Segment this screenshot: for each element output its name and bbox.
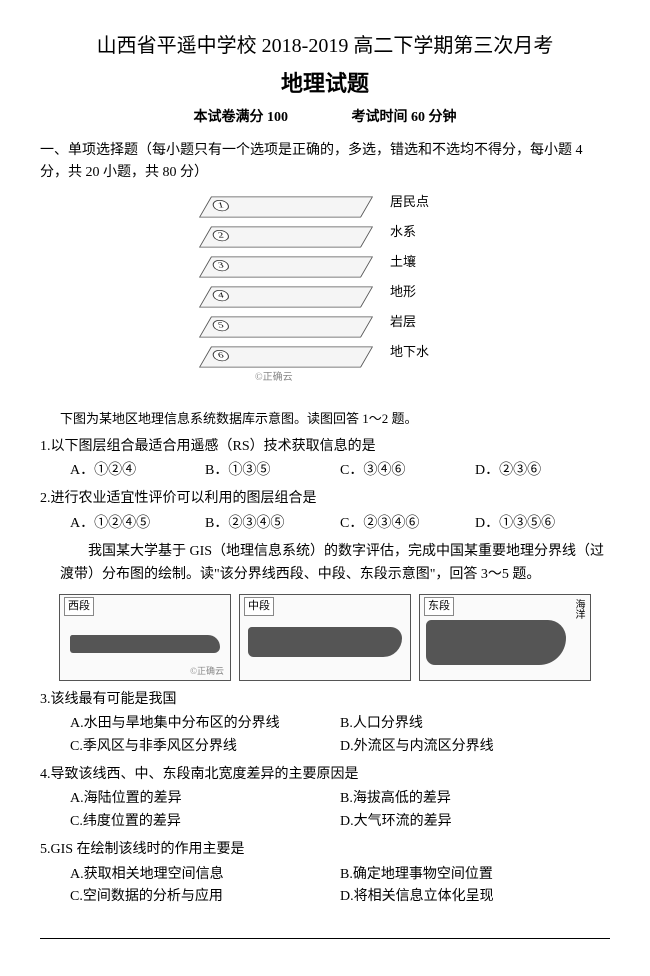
- q1-opt-a[interactable]: A．①②④: [70, 460, 205, 482]
- map-tag-east: 东段: [424, 597, 454, 617]
- q2-stem: 2.进行农业适宜性评价可以利用的图层组合是: [40, 488, 610, 510]
- map-panel-mid: 中段: [239, 594, 411, 681]
- q4-options: A.海陆位置的差异 B.海拔高低的差异 C.纬度位置的差异 D.大气环流的差异: [70, 788, 610, 833]
- map-watermark: ©正确云: [190, 664, 224, 678]
- layer-num-1: 1: [211, 200, 230, 211]
- q3-opt-d[interactable]: D.外流区与内流区分界线: [340, 736, 610, 758]
- layer-label-5: 岩层: [390, 312, 416, 333]
- map-tag-west: 西段: [64, 597, 94, 617]
- q2-opt-b[interactable]: B．②③④⑤: [205, 513, 340, 535]
- exam-info: 本试卷满分 100 考试时间 60 分钟: [40, 107, 610, 129]
- map-panel-west: 西段 ©正确云: [59, 594, 231, 681]
- map-row: 西段 ©正确云 中段 东段 海洋: [40, 594, 610, 681]
- q5-opt-d[interactable]: D.将相关信息立体化呈现: [340, 886, 610, 908]
- q1-options: A．①②④ B．①③⑤ C．③④⑥ D．②③⑥: [70, 460, 610, 482]
- q3-opt-c[interactable]: C.季风区与非季风区分界线: [70, 736, 340, 758]
- q4-opt-c[interactable]: C.纬度位置的差异: [70, 811, 340, 833]
- main-title: 山西省平遥中学校 2018-2019 高二下学期第三次月考: [40, 30, 610, 62]
- q5-options: A.获取相关地理空间信息 B.确定地理事物空间位置 C.空间数据的分析与应用 D…: [70, 864, 610, 909]
- context-maps: 我国某大学基于 GIS（地理信息系统）的数字评估，完成中国某重要地理分界线（过渡…: [60, 541, 610, 586]
- layer-num-3: 3: [211, 260, 230, 271]
- time-label: 考试时间 60 分钟: [352, 110, 457, 125]
- q2-opt-c[interactable]: C．②③④⑥: [340, 513, 475, 535]
- q5-opt-a[interactable]: A.获取相关地理空间信息: [70, 864, 340, 886]
- layer-diagram: 1 居民点 2 水系 3 土壤 4 地形 5 岩层 6 地下水 ©正确云: [185, 192, 465, 392]
- layer-label-3: 土壤: [390, 252, 416, 273]
- q5-stem: 5.GIS 在绘制该线时的作用主要是: [40, 839, 610, 861]
- q3-stem: 3.该线最有可能是我国: [40, 689, 610, 711]
- q1-opt-b[interactable]: B．①③⑤: [205, 460, 340, 482]
- layer-label-4: 地形: [390, 282, 416, 303]
- map-tag-mid: 中段: [244, 597, 274, 617]
- footer-line: [40, 938, 610, 939]
- q3-opt-b[interactable]: B.人口分界线: [340, 713, 610, 735]
- q3-options: A.水田与旱地集中分布区的分界线 B.人口分界线 C.季风区与非季风区分界线 D…: [70, 713, 610, 758]
- layer-label-1: 居民点: [390, 192, 429, 213]
- q2-opt-a[interactable]: A．①②④⑤: [70, 513, 205, 535]
- section1-header: 一、单项选择题（每小题只有一个选项是正确的，多选，错选和不选均不得分，每小题 4…: [40, 140, 610, 185]
- q1-opt-c[interactable]: C．③④⑥: [340, 460, 475, 482]
- layer-num-5: 5: [211, 320, 230, 331]
- map-panel-east: 东段 海洋: [419, 594, 591, 681]
- figure-caption-1: 下图为某地区地理信息系统数据库示意图。读图回答 1～2 题。: [60, 409, 610, 430]
- ocean-label: 海洋: [570, 599, 586, 619]
- q4-opt-d[interactable]: D.大气环流的差异: [340, 811, 610, 833]
- q4-stem: 4.导致该线西、中、东段南北宽度差异的主要原因是: [40, 764, 610, 786]
- q3-opt-a[interactable]: A.水田与旱地集中分布区的分界线: [70, 713, 340, 735]
- q5-opt-c[interactable]: C.空间数据的分析与应用: [70, 886, 340, 908]
- layer-label-2: 水系: [390, 222, 416, 243]
- score-label: 本试卷满分 100: [194, 110, 289, 125]
- layer-num-6: 6: [211, 350, 230, 361]
- q2-options: A．①②④⑤ B．②③④⑤ C．②③④⑥ D．①③⑤⑥: [70, 513, 610, 535]
- q4-opt-a[interactable]: A.海陆位置的差异: [70, 788, 340, 810]
- q4-opt-b[interactable]: B.海拔高低的差异: [340, 788, 610, 810]
- sub-title: 地理试题: [40, 66, 610, 101]
- q1-stem: 1.以下图层组合最适合用遥感（RS）技术获取信息的是: [40, 436, 610, 458]
- q1-opt-d[interactable]: D．②③⑥: [475, 460, 610, 482]
- layer-num-2: 2: [211, 230, 230, 241]
- watermark: ©正确云: [255, 370, 293, 386]
- q5-opt-b[interactable]: B.确定地理事物空间位置: [340, 864, 610, 886]
- layer-num-4: 4: [211, 290, 230, 301]
- layer-label-6: 地下水: [390, 342, 429, 363]
- q2-opt-d[interactable]: D．①③⑤⑥: [475, 513, 610, 535]
- layer-diagram-figure: 1 居民点 2 水系 3 土壤 4 地形 5 岩层 6 地下水 ©正确云: [40, 192, 610, 400]
